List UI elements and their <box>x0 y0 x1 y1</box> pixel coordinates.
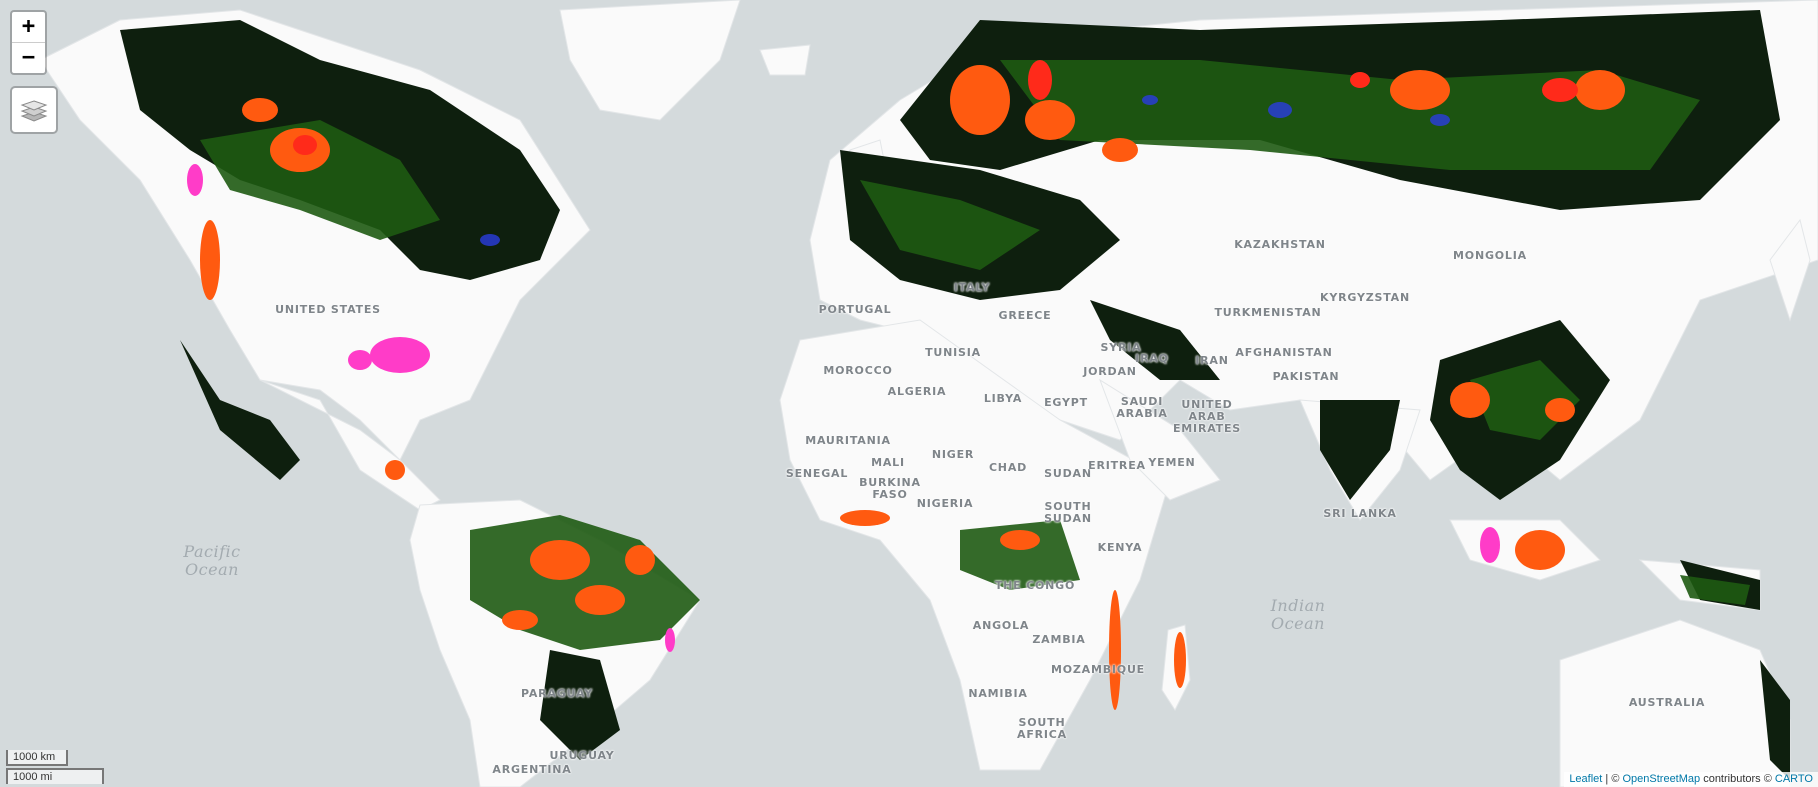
label-libya: Libya <box>983 392 1023 405</box>
label-kazakhstan: Kazakhstan <box>1234 238 1326 251</box>
label-senegal: Senegal <box>785 467 849 480</box>
attribution-contrib: contributors © <box>1700 773 1775 785</box>
carto-link[interactable]: CARTO <box>1774 773 1813 785</box>
label-the-congo: The Congo <box>994 579 1076 592</box>
label-italy: Italy <box>953 281 991 294</box>
label-greece: Greece <box>998 309 1052 322</box>
attribution-sep: | © <box>1602 773 1623 785</box>
label-afghanistan: Afghanistan <box>1235 346 1333 359</box>
label-algeria: Algeria <box>887 385 947 398</box>
label-yemen: Yemen <box>1148 456 1196 469</box>
label-uae: United Arab Emirates <box>1172 398 1242 435</box>
label-morocco: Morocco <box>823 364 893 377</box>
label-portugal: Portugal <box>818 303 892 316</box>
label-nigeria: Nigeria <box>916 497 974 510</box>
label-united-states: United States <box>275 303 381 316</box>
label-kenya: Kenya <box>1097 541 1143 554</box>
label-iran: Iran <box>1195 354 1229 367</box>
leaflet-link[interactable]: Leaflet <box>1569 773 1603 785</box>
label-mauritania: Mauritania <box>805 434 891 447</box>
label-namibia: Namibia <box>968 687 1028 700</box>
label-kyrgyzstan: Kyrgyzstan <box>1320 291 1410 304</box>
label-zambia: Zambia <box>1032 633 1086 646</box>
label-mozambique: Mozambique <box>1050 663 1146 676</box>
label-south-sudan: South Sudan <box>1044 500 1092 525</box>
label-paraguay: Paraguay <box>521 687 593 700</box>
label-iraq: Iraq <box>1135 352 1169 365</box>
label-mongolia: Mongolia <box>1453 249 1527 262</box>
label-burkina-faso: Burkina Faso <box>859 476 921 501</box>
label-syria: Syria <box>1100 341 1142 354</box>
label-tunisia: Tunisia <box>925 346 981 359</box>
zoom-control: + − <box>10 10 47 75</box>
label-australia: Australia <box>1628 696 1706 709</box>
scale-mi: 1000 mi <box>6 768 104 784</box>
label-pacific-ocean: Pacific Ocean <box>183 542 241 579</box>
zoom-out-button[interactable]: − <box>21 45 36 70</box>
label-jordan: Jordan <box>1083 365 1137 378</box>
label-pakistan: Pakistan <box>1272 370 1340 383</box>
layers-control-button[interactable] <box>10 86 58 134</box>
label-sudan: Sudan <box>1044 467 1092 480</box>
label-argentina: Argentina <box>492 763 572 776</box>
scale-km: 1000 km <box>6 750 68 766</box>
label-chad: Chad <box>988 461 1028 474</box>
osm-link[interactable]: OpenStreetMap <box>1622 773 1701 785</box>
layers-icon <box>20 100 48 122</box>
label-egypt: Egypt <box>1044 396 1088 409</box>
label-mali: Mali <box>871 456 905 469</box>
scale-bar: 1000 km 1000 mi <box>6 750 104 784</box>
label-eritrea: Eritrea <box>1088 459 1146 472</box>
label-niger: Niger <box>931 448 975 461</box>
zoom-in-button[interactable]: + <box>12 12 45 43</box>
label-saudi-arabia: Saudi Arabia <box>1116 395 1168 420</box>
label-sri-lanka: Sri Lanka <box>1323 507 1397 520</box>
attribution: Leaflet | © OpenStreetMap contributors ©… <box>1564 772 1818 787</box>
label-south-africa: South Africa <box>1017 716 1067 741</box>
label-uruguay: Uruguay <box>549 749 615 762</box>
label-angola: Angola <box>972 619 1030 632</box>
label-indian-ocean: Indian Ocean <box>1270 596 1326 633</box>
label-turkmenistan: Turkmenistan <box>1214 306 1322 319</box>
